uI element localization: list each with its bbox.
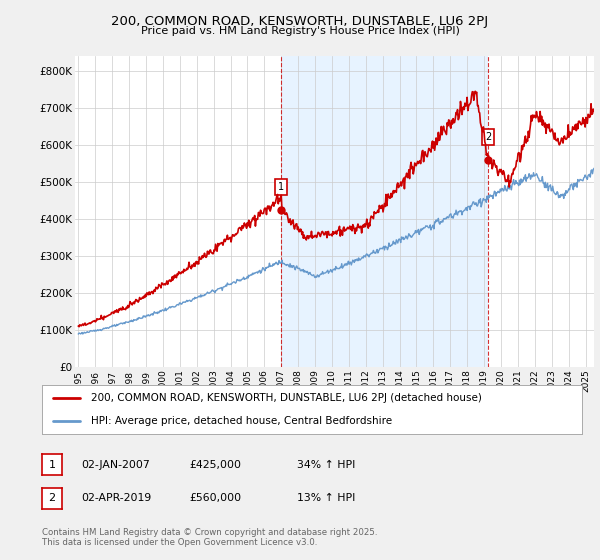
Text: Price paid vs. HM Land Registry's House Price Index (HPI): Price paid vs. HM Land Registry's House … bbox=[140, 26, 460, 36]
Text: 200, COMMON ROAD, KENSWORTH, DUNSTABLE, LU6 2PJ (detached house): 200, COMMON ROAD, KENSWORTH, DUNSTABLE, … bbox=[91, 393, 481, 403]
Text: 200, COMMON ROAD, KENSWORTH, DUNSTABLE, LU6 2PJ: 200, COMMON ROAD, KENSWORTH, DUNSTABLE, … bbox=[112, 15, 488, 28]
Text: 1: 1 bbox=[278, 183, 284, 192]
Text: 1: 1 bbox=[49, 460, 55, 470]
Text: 02-APR-2019: 02-APR-2019 bbox=[81, 493, 151, 503]
Text: 2: 2 bbox=[485, 132, 491, 142]
Text: Contains HM Land Registry data © Crown copyright and database right 2025.
This d: Contains HM Land Registry data © Crown c… bbox=[42, 528, 377, 547]
Text: 02-JAN-2007: 02-JAN-2007 bbox=[81, 460, 150, 470]
Bar bbox=[281, 56, 488, 367]
Text: £560,000: £560,000 bbox=[189, 493, 241, 503]
Text: £425,000: £425,000 bbox=[189, 460, 241, 470]
Text: HPI: Average price, detached house, Central Bedfordshire: HPI: Average price, detached house, Cent… bbox=[91, 416, 392, 426]
Text: 34% ↑ HPI: 34% ↑ HPI bbox=[297, 460, 355, 470]
Text: 2: 2 bbox=[49, 493, 55, 503]
Text: 13% ↑ HPI: 13% ↑ HPI bbox=[297, 493, 355, 503]
